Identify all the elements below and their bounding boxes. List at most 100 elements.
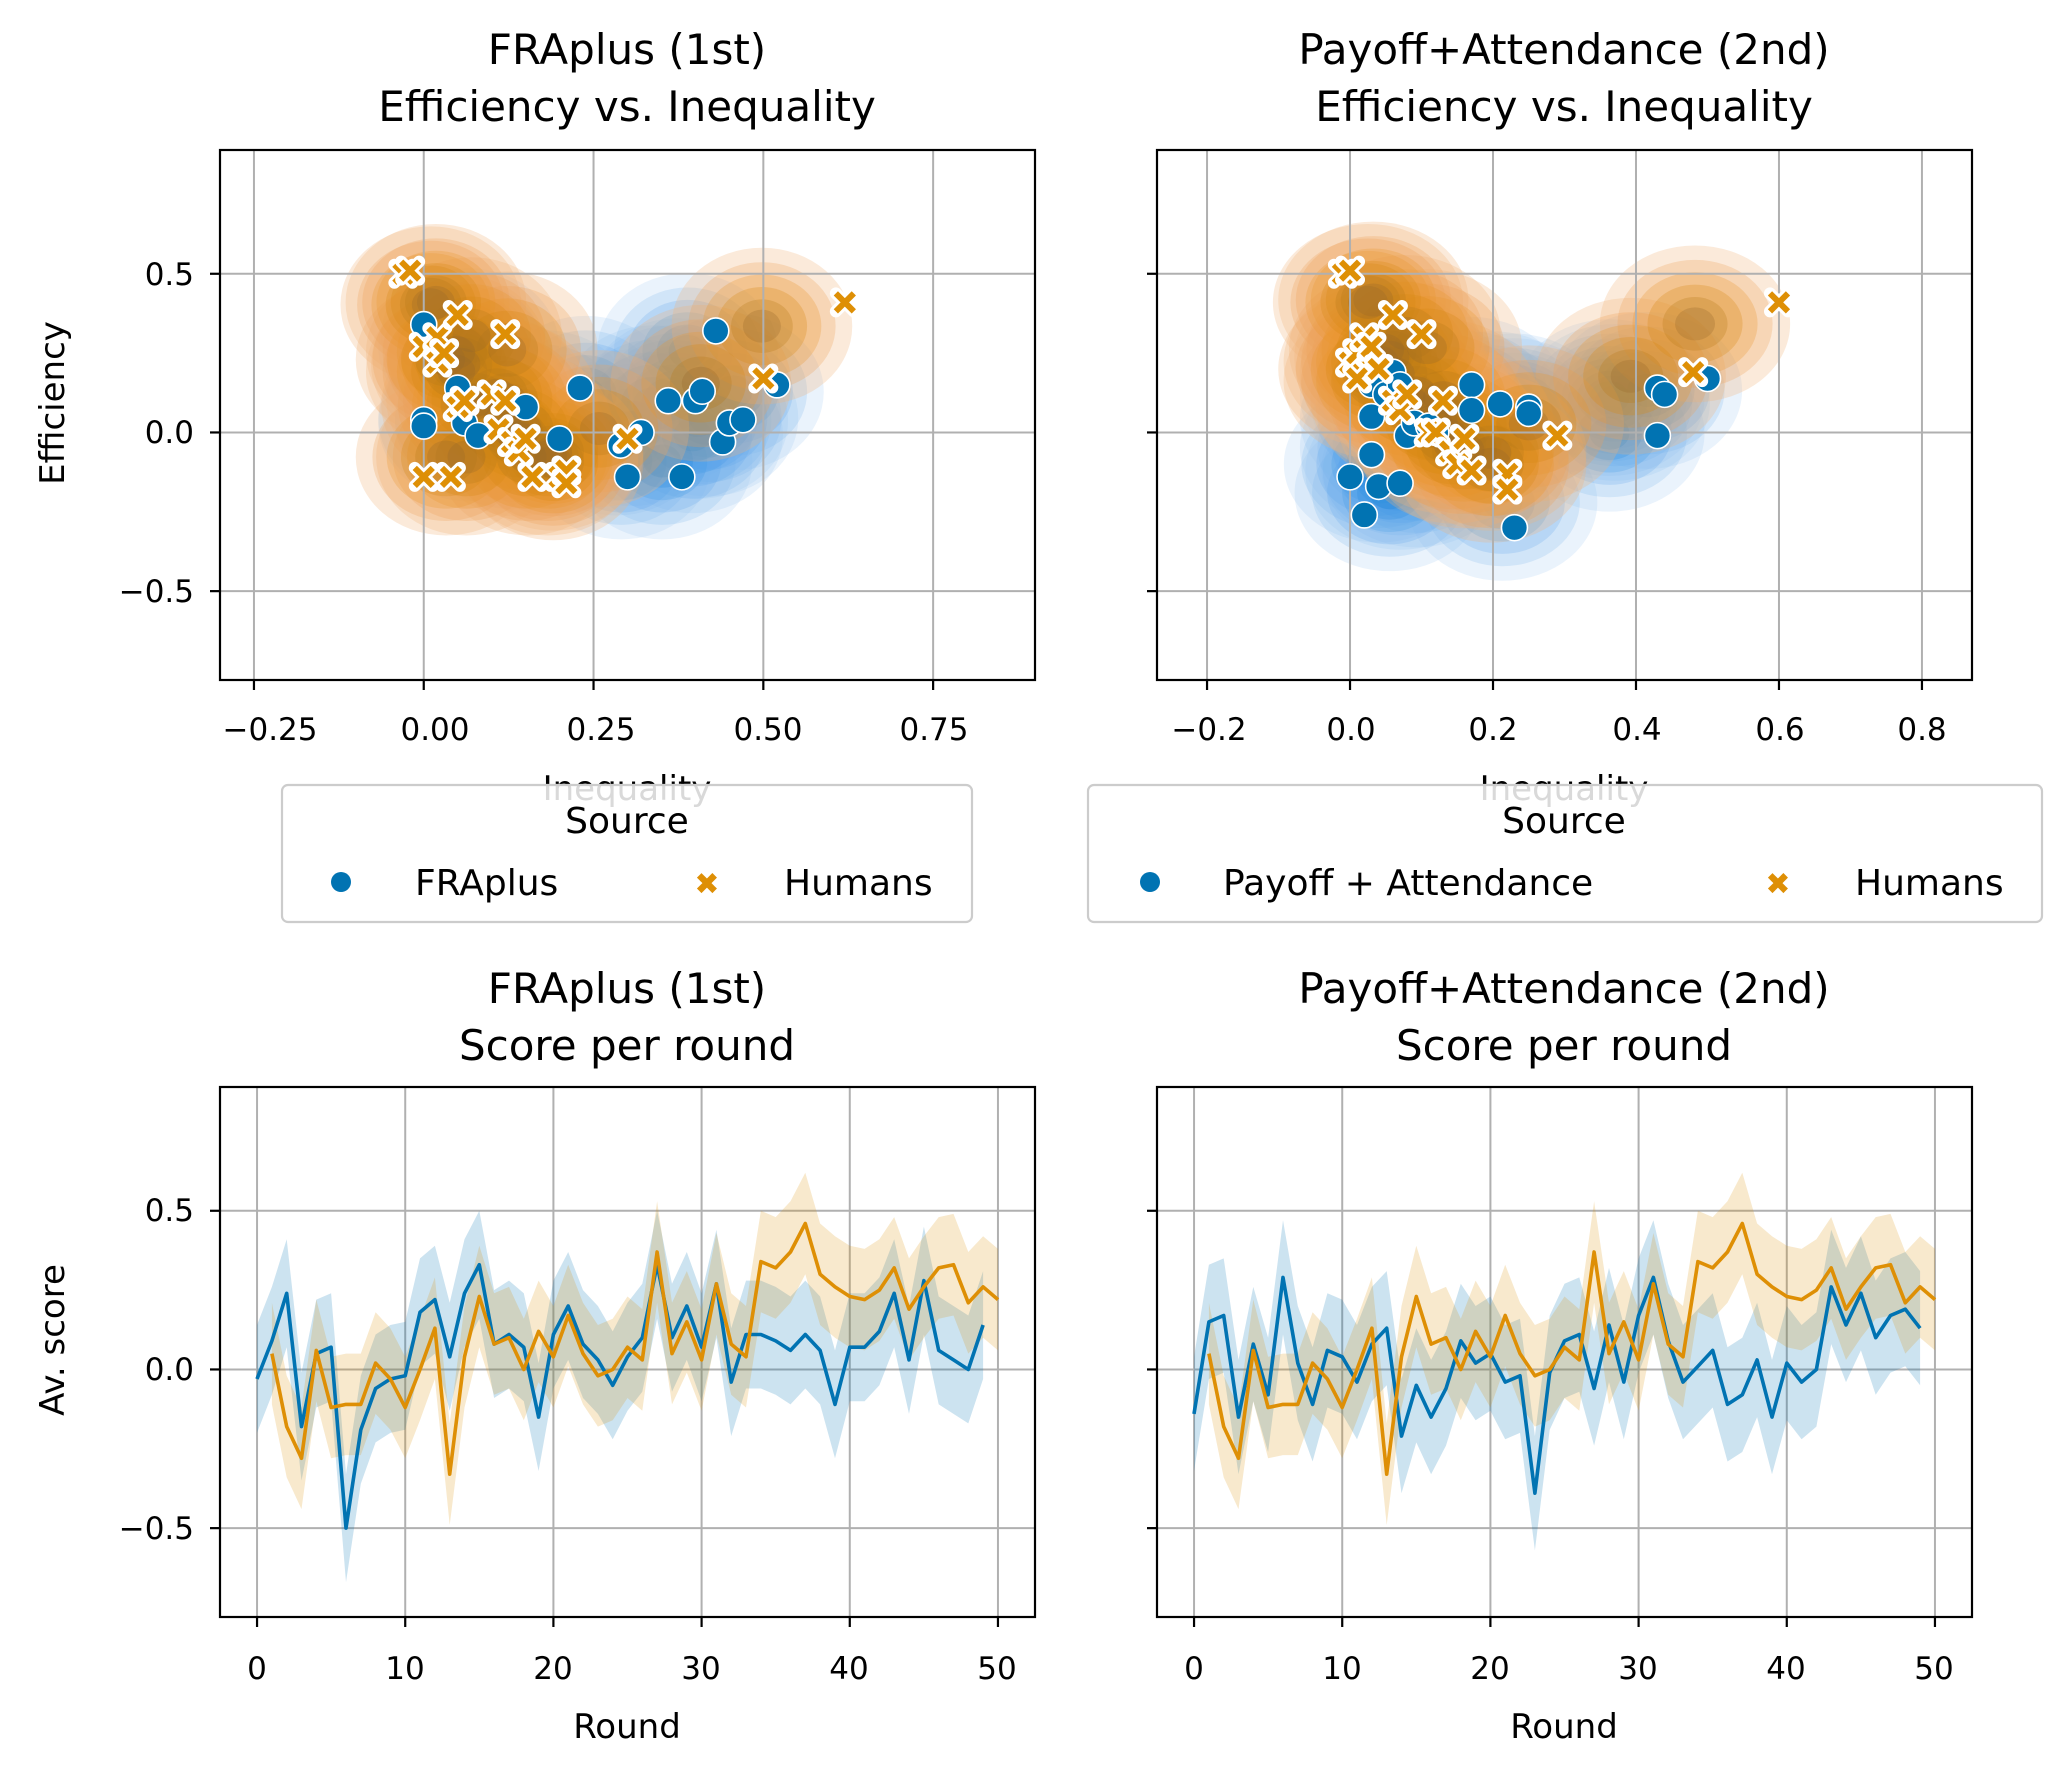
legend-marker-circle: [331, 872, 351, 892]
legend-label: Payoff + Attendance: [1223, 863, 1593, 904]
data-point-circle: [701, 317, 730, 345]
density-blob: [1610, 359, 1651, 393]
x-tick-label: 50: [1914, 1651, 1953, 1687]
density-blob: [661, 407, 724, 462]
x-tick-labels: 0 10 20 30 40 50: [1184, 1651, 1954, 1687]
legend-title: Source: [1502, 801, 1626, 842]
data-point-circle: [1500, 513, 1529, 542]
data-point-circle: [1457, 396, 1486, 425]
legend-frame: [1086, 783, 2044, 924]
data-point-x: [1367, 357, 1390, 381]
x-tick-label: −0.2: [1171, 712, 1246, 748]
data-point-x: [1767, 291, 1791, 314]
data-point-x: [1396, 383, 1419, 406]
y-tick-label: 0.0: [145, 415, 194, 451]
data-point-x: [494, 322, 517, 346]
y-tick-label: 0.5: [145, 1193, 194, 1229]
scatter-panel-payoff-attendance: Payoff+Attendance (2nd) Efficiency vs. I…: [1086, 25, 2044, 924]
data-point-x: [453, 389, 476, 412]
density-blob: [571, 382, 753, 540]
data-point-circle: [566, 374, 594, 402]
density-blob: [671, 247, 853, 405]
legend-label: FRAplus: [415, 863, 558, 904]
y-axis-label: Av. score: [33, 1264, 73, 1416]
data-point-circle: [729, 405, 757, 434]
data-point-x: [555, 472, 578, 495]
y-tick-label: 0.0: [145, 1352, 194, 1388]
axes-frame: [218, 1085, 1037, 1619]
data-point-x: [514, 427, 537, 450]
plot-area: [210, 148, 1037, 690]
x-tick-label: 0.4: [1612, 712, 1661, 748]
density-blob: [647, 395, 738, 474]
panel-title-line1: FRAplus (1st): [488, 25, 766, 74]
density-blob: [731, 299, 793, 353]
confidence-band: [257, 1210, 984, 1583]
panel-title-line1: Payoff+Attendance (2nd): [1298, 25, 1829, 74]
x-tick-label: 20: [533, 1651, 572, 1687]
y-tick-label: −0.5: [119, 1511, 194, 1547]
y-tick-labels: 0.5 0.0 −0.5: [119, 257, 194, 610]
panel-title-line2: Score per round: [459, 1021, 795, 1070]
legend-label: Humans: [784, 863, 933, 904]
data-point-circle: [668, 463, 696, 491]
panel-title-line1: FRAplus (1st): [488, 964, 766, 1013]
density-blob: [462, 310, 553, 390]
y-tick-label: −0.5: [119, 574, 194, 610]
density-blob: [742, 309, 781, 343]
legend: Source FRAplus ✖ Humans: [280, 783, 974, 924]
density-blob: [1290, 238, 1446, 367]
x-tick-label: 0.25: [566, 712, 635, 748]
plot-area: [1147, 1085, 1974, 1627]
density-blob: [702, 274, 822, 378]
x-tick-label: 0: [247, 1651, 267, 1687]
data-point-x: [399, 259, 422, 282]
x-tick-labels: 0 10 20 30 40 50: [247, 1651, 1017, 1687]
data-point-circle: [1643, 421, 1672, 450]
x-tick-label: 0.75: [899, 712, 968, 748]
density-blob: [1567, 363, 1663, 442]
data-point-x: [1338, 259, 1362, 282]
data-point-circle: [1350, 501, 1379, 529]
x-tick-label: 0.0: [1326, 712, 1375, 748]
data-point-x: [521, 465, 544, 489]
axes-frame: [1155, 1085, 1974, 1619]
density-blob: [340, 226, 522, 384]
data-point-circle: [1486, 390, 1514, 418]
x-tick-label: 30: [1618, 1651, 1657, 1687]
x-tick-label: 0.8: [1897, 712, 1946, 748]
density-blob: [656, 324, 719, 379]
density-blob: [607, 342, 789, 499]
legend: Source Payoff + Attendance ✖ Humans: [1086, 783, 2044, 924]
density-blob: [449, 330, 488, 364]
data-point-circle: [1457, 371, 1486, 399]
data-point-circle: [688, 377, 717, 405]
density-blob: [561, 325, 743, 483]
data-point-circle: [613, 463, 642, 491]
density-blob: [668, 334, 707, 368]
density-blob: [1546, 346, 1673, 450]
legend-title: Source: [565, 801, 689, 842]
x-axis-label: Round: [573, 1707, 681, 1747]
data-point-x: [494, 389, 517, 412]
data-point-x: [446, 303, 469, 327]
x-tick-label: 40: [1766, 1651, 1805, 1687]
y-axis-label: Efficiency: [33, 321, 73, 485]
legend-label: Humans: [1855, 863, 2004, 904]
legend-frame: [280, 783, 974, 924]
density-blob: [602, 356, 783, 514]
density-blob: [479, 388, 627, 517]
density-blob: [716, 286, 808, 366]
data-point-circle: [545, 425, 574, 453]
y-tick-label: 0.5: [145, 257, 194, 293]
y-tick-labels: 0.5 0.0 −0.5: [119, 1193, 194, 1547]
density-blob: [617, 339, 799, 497]
data-point-x: [1682, 361, 1705, 384]
x-tick-label: 20: [1470, 1651, 1509, 1687]
density-blob: [688, 262, 836, 391]
density-blob: [643, 313, 824, 471]
confidence-band: [1194, 1220, 1921, 1551]
x-tick-label: 10: [1322, 1651, 1361, 1687]
density-blob: [531, 382, 712, 540]
x-tick-label: −0.25: [223, 712, 318, 748]
